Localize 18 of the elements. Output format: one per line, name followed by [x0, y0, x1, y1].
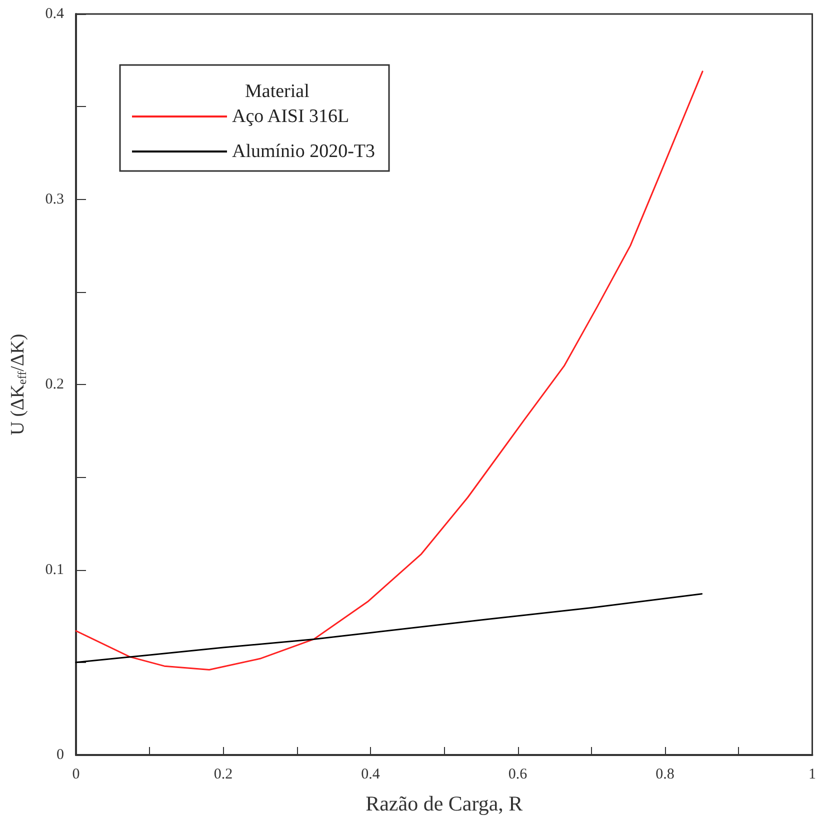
x-tick-label: 0.8 — [656, 766, 674, 782]
legend-label: Aço AISI 316L — [232, 106, 350, 127]
x-tick-label: 1 — [808, 766, 816, 782]
y-tick-label: 0.2 — [45, 376, 64, 392]
x-tick-label: 0.2 — [214, 766, 233, 782]
y-axis-title: U (ΔKeff/ΔK) — [8, 334, 29, 436]
line-series — [75, 70, 704, 671]
y-tick-label: 0.4 — [45, 6, 64, 22]
line-series — [75, 593, 703, 664]
legend-title: Material — [245, 81, 310, 102]
x-tick-label: 0.6 — [508, 766, 528, 782]
y-tick-label: 0.1 — [45, 562, 64, 578]
y-tick-label: 0.3 — [45, 191, 64, 208]
x-tick-label: 0.4 — [361, 766, 380, 782]
x-axis-title: Razão de Carga, R — [366, 792, 523, 816]
y-tick-label: 0 — [56, 747, 64, 763]
x-tick-label: 0 — [72, 766, 80, 782]
legend-label: Alumínio 2020-T3 — [232, 141, 376, 162]
